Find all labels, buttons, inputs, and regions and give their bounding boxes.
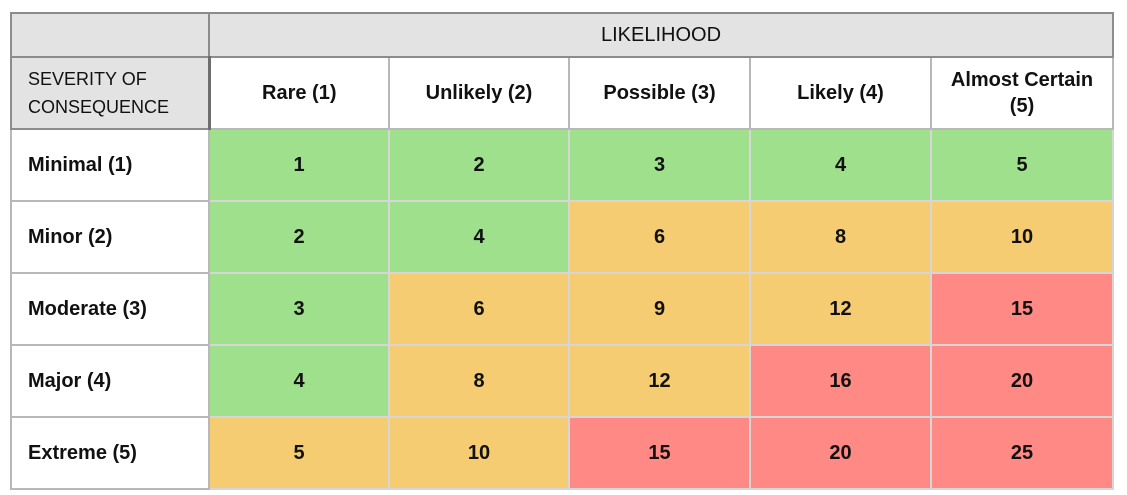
- risk-score-cell: 10: [929, 200, 1115, 274]
- risk-score-cell: 8: [388, 344, 570, 418]
- risk-score-cell: 4: [749, 128, 932, 202]
- risk-score-cell: 1: [208, 128, 390, 202]
- matrix-row: Moderate (3) 3 6 9 12 15: [10, 272, 1115, 346]
- severity-axis-label: SEVERITY OF CONSEQUENCE: [10, 56, 211, 130]
- matrix-row: Major (4) 4 8 12 16 20: [10, 344, 1115, 418]
- likelihood-column-header: Likely (4): [749, 56, 932, 130]
- risk-score-cell: 8: [749, 200, 932, 274]
- risk-score-cell: 5: [208, 416, 390, 490]
- risk-score-cell: 2: [388, 128, 570, 202]
- severity-row-header: Moderate (3): [10, 272, 210, 346]
- risk-score-cell: 4: [388, 200, 570, 274]
- risk-score-cell: 6: [388, 272, 570, 346]
- risk-score-cell: 12: [749, 272, 932, 346]
- risk-score-cell: 10: [388, 416, 570, 490]
- severity-row-header: Extreme (5): [10, 416, 210, 490]
- risk-score-cell: 25: [929, 416, 1115, 490]
- risk-score-cell: 2: [208, 200, 390, 274]
- corner-cell: [10, 12, 210, 58]
- matrix-row: Extreme (5) 5 10 15 20 25: [10, 416, 1115, 490]
- risk-score-cell: 15: [568, 416, 751, 490]
- risk-score-cell: 3: [208, 272, 390, 346]
- risk-score-cell: 4: [208, 344, 390, 418]
- risk-matrix-table: LIKELIHOOD SEVERITY OF CONSEQUENCE Rare …: [10, 12, 1115, 490]
- risk-score-cell: 9: [568, 272, 751, 346]
- risk-score-cell: 15: [929, 272, 1115, 346]
- likelihood-column-header: Unlikely (2): [388, 56, 570, 130]
- risk-score-cell: 20: [929, 344, 1115, 418]
- severity-row-header: Minor (2): [10, 200, 210, 274]
- risk-score-cell: 16: [749, 344, 932, 418]
- matrix-row: Minor (2) 2 4 6 8 10: [10, 200, 1115, 274]
- severity-row-header: Major (4): [10, 344, 210, 418]
- risk-score-cell: 6: [568, 200, 751, 274]
- likelihood-axis-label: LIKELIHOOD: [207, 12, 1115, 58]
- likelihood-column-header: Possible (3): [568, 56, 751, 130]
- severity-row-header: Minimal (1): [10, 128, 210, 202]
- risk-score-cell: 5: [929, 128, 1115, 202]
- likelihood-column-header: Rare (1): [208, 56, 390, 130]
- risk-score-cell: 12: [568, 344, 751, 418]
- likelihood-column-header: Almost Certain (5): [929, 56, 1115, 130]
- risk-score-cell: 20: [749, 416, 932, 490]
- risk-score-cell: 3: [568, 128, 751, 202]
- matrix-row: Minimal (1) 1 2 3 4 5: [10, 128, 1115, 202]
